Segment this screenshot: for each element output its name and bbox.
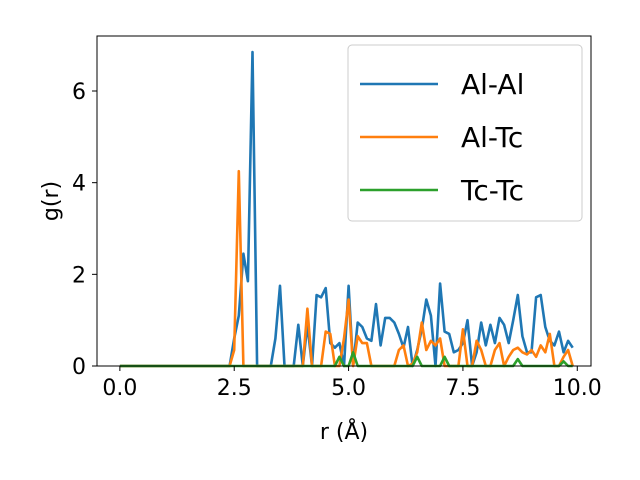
legend-box [347,44,583,222]
x-axis: 0.0 2.5 5.0 7.5 10.0 [102,366,602,401]
x-tick-label: 7.5 [445,376,480,401]
x-tick-label: 5.0 [331,376,366,401]
x-tick-label: 0.0 [102,376,137,401]
x-axis-label: r (Å) [320,418,368,445]
y-tick-label: 6 [72,80,86,105]
legend-label-tc-tc: Tc-Tc [460,174,524,207]
y-tick-label: 2 [72,263,86,288]
x-tick-label: 10.0 [553,376,602,401]
y-axis: 0 2 4 6 [72,80,97,380]
y-tick-label: 0 [72,355,86,380]
y-tick-label: 4 [72,172,86,197]
legend: Al-Al Al-Tc Tc-Tc [347,44,583,222]
y-axis-label: g(r) [39,181,64,221]
legend-label-al-al: Al-Al [461,68,524,101]
legend-label-al-tc: Al-Tc [461,121,523,154]
plot-frame [96,35,592,367]
x-tick-label: 2.5 [217,376,252,401]
